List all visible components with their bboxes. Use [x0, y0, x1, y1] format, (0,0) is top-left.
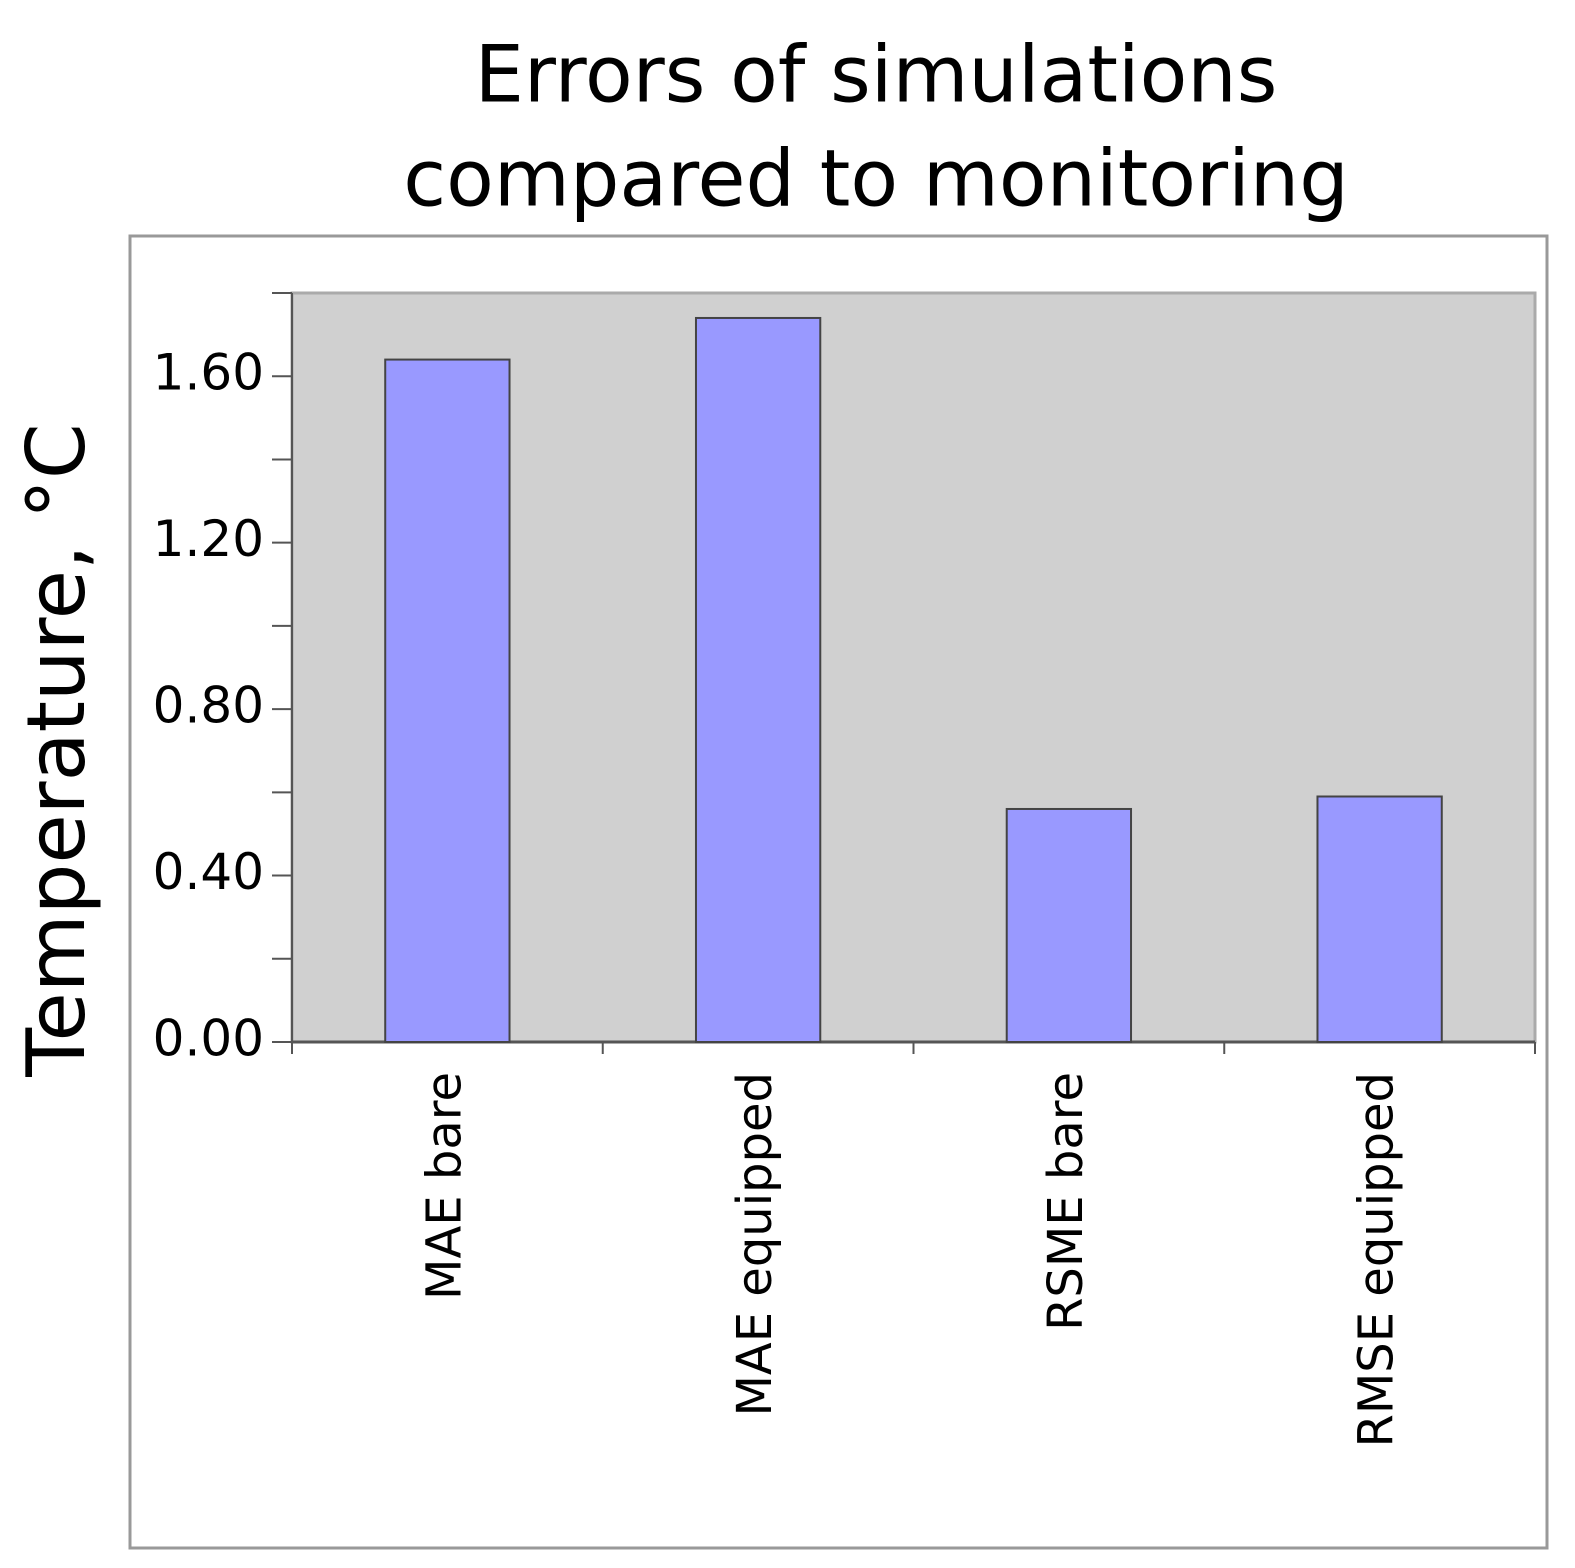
x-tick-label: MAE bare	[416, 1072, 472, 1300]
y-axis-label: Temperature, °C	[10, 423, 103, 1077]
bar	[1316, 795, 1443, 1043]
y-tick-label: 1.20	[153, 510, 264, 568]
chart-title: compared to monitoring	[403, 134, 1348, 224]
bar	[384, 358, 511, 1044]
y-tick-label: 0.40	[153, 843, 264, 901]
y-tick-label: 0.80	[153, 677, 264, 735]
x-tick-label: RSME bare	[1038, 1072, 1094, 1331]
chart-title: Errors of simulations	[475, 30, 1278, 120]
y-tick-label: 1.60	[153, 344, 264, 402]
bar	[694, 316, 822, 1043]
x-tick-label: MAE equipped	[727, 1072, 783, 1417]
x-tick-label: RMSE equipped	[1349, 1072, 1405, 1448]
bar	[1005, 807, 1133, 1043]
y-tick-label: 0.00	[153, 1010, 264, 1068]
